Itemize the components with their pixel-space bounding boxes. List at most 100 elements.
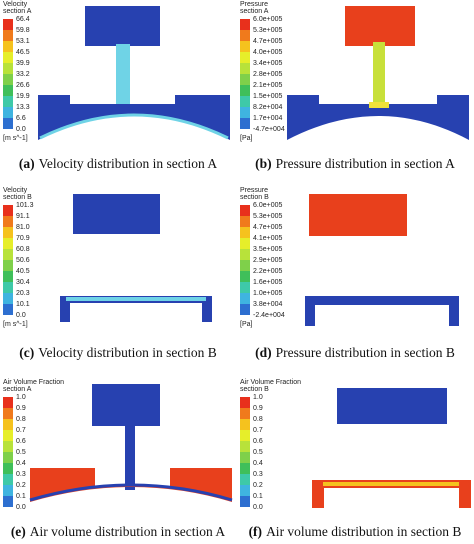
legend-label: 0.8 bbox=[16, 416, 26, 423]
color-step bbox=[3, 85, 13, 96]
legend-label: 0.4 bbox=[16, 460, 26, 467]
legend-label: 2.2e+005 bbox=[253, 268, 282, 275]
base bbox=[287, 95, 469, 140]
legend-label: 0.2 bbox=[16, 482, 26, 489]
color-step bbox=[3, 496, 13, 507]
color-step bbox=[3, 249, 13, 260]
legend-label: 4.0e+005 bbox=[253, 49, 282, 56]
legend-label: 0.8 bbox=[253, 416, 263, 423]
base bbox=[60, 296, 212, 322]
legend-label: 39.9 bbox=[16, 60, 30, 67]
body bbox=[309, 194, 407, 236]
flow bbox=[29, 483, 233, 502]
body bbox=[337, 388, 447, 424]
legend-label: 0.7 bbox=[253, 427, 263, 434]
legend-label: 1.6e+005 bbox=[253, 279, 282, 286]
legend-label: 0.5 bbox=[16, 449, 26, 456]
legend-label: 1.7e+004 bbox=[253, 115, 282, 122]
legend-label: 50.6 bbox=[16, 257, 30, 264]
legend-label: 0.2 bbox=[253, 482, 263, 489]
color-step bbox=[240, 463, 250, 474]
legend-label: 46.5 bbox=[16, 49, 30, 56]
legend-label: 0.1 bbox=[253, 493, 263, 500]
caption-text: Pressure distribution in section A bbox=[276, 156, 455, 171]
legend-label: 53.1 bbox=[16, 38, 30, 45]
color-step bbox=[3, 397, 13, 408]
legend-label: 3.4e+005 bbox=[253, 60, 282, 67]
color-step bbox=[240, 249, 250, 260]
color-step bbox=[240, 74, 250, 85]
legend-title: Air Volume Fraction bbox=[3, 379, 64, 386]
color-step bbox=[240, 452, 250, 463]
stem bbox=[125, 424, 135, 490]
legend-label: 66.4 bbox=[16, 16, 30, 23]
color-step bbox=[3, 52, 13, 63]
legend-title: section B bbox=[240, 194, 269, 201]
base bbox=[30, 468, 232, 502]
color-step bbox=[3, 205, 13, 216]
legend-label: 0.3 bbox=[16, 471, 26, 478]
stem bbox=[373, 42, 385, 106]
caption-label: (f) bbox=[249, 524, 263, 539]
legend-unit: [m s^-1] bbox=[3, 135, 28, 142]
color-step bbox=[3, 96, 13, 107]
legend-title: Velocity bbox=[3, 1, 28, 8]
legend-label: 0.0 bbox=[16, 504, 26, 511]
color-step bbox=[3, 485, 13, 496]
legend-label: 0.6 bbox=[253, 438, 263, 445]
legend-label: 0.9 bbox=[16, 405, 26, 412]
legend-label: 13.3 bbox=[16, 104, 30, 111]
color-step bbox=[3, 63, 13, 74]
color-step bbox=[3, 271, 13, 282]
caption: (f) Air volume distribution in section B bbox=[249, 524, 462, 539]
body bbox=[345, 6, 415, 46]
caption-text: Pressure distribution in section B bbox=[276, 345, 455, 360]
legend-label: 0.0 bbox=[16, 312, 26, 319]
body bbox=[73, 194, 160, 234]
legend-label: 6.6 bbox=[16, 115, 26, 122]
color-step bbox=[240, 282, 250, 293]
legend-label: 101.3 bbox=[16, 202, 34, 209]
body bbox=[85, 6, 160, 46]
color-step bbox=[240, 118, 250, 129]
color-step bbox=[3, 118, 13, 129]
color-step bbox=[3, 74, 13, 85]
caption: (e) Air volume distribution in section A bbox=[11, 524, 226, 539]
color-step bbox=[240, 107, 250, 118]
legend-label: 0.9 bbox=[253, 405, 263, 412]
body bbox=[92, 384, 160, 426]
color-step bbox=[240, 304, 250, 315]
color-step bbox=[240, 397, 250, 408]
throat bbox=[369, 102, 389, 108]
color-step bbox=[3, 463, 13, 474]
caption-text: Air volume distribution in section B bbox=[266, 524, 461, 539]
color-step bbox=[240, 216, 250, 227]
color-step bbox=[240, 419, 250, 430]
color-step bbox=[240, 271, 250, 282]
base bbox=[38, 95, 230, 140]
legend-label: 59.8 bbox=[16, 27, 30, 34]
color-step bbox=[240, 205, 250, 216]
legend-label: 33.2 bbox=[16, 71, 30, 78]
legend-title: section A bbox=[3, 8, 32, 15]
color-step bbox=[240, 441, 250, 452]
color-step bbox=[3, 474, 13, 485]
legend-label: -2.4e+004 bbox=[253, 312, 285, 319]
color-step bbox=[240, 238, 250, 249]
legend-label: 10.1 bbox=[16, 301, 30, 308]
legend-label: 2.9e+005 bbox=[253, 257, 282, 264]
legend-label: 8.2e+004 bbox=[253, 104, 282, 111]
legend-label: 1.0 bbox=[16, 394, 26, 401]
legend-label: 70.9 bbox=[16, 235, 30, 242]
color-step bbox=[3, 282, 13, 293]
legend-label: -4.7e+004 bbox=[253, 126, 285, 133]
color-step bbox=[3, 107, 13, 118]
legend-label: 3.5e+005 bbox=[253, 246, 282, 253]
caption-text: Velocity distribution in section B bbox=[38, 345, 217, 360]
color-step bbox=[240, 227, 250, 238]
legend-title: section A bbox=[3, 386, 32, 393]
